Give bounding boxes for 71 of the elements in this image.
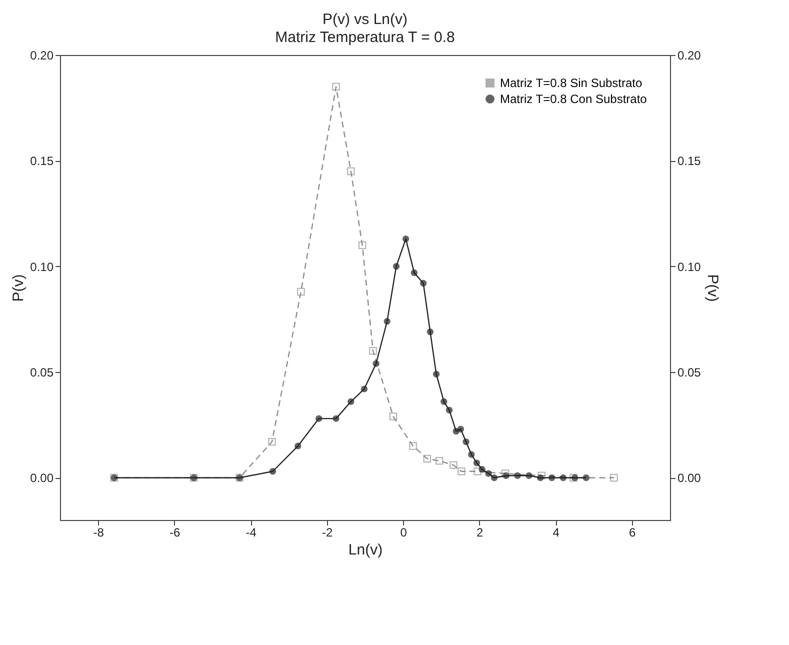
x-tick-label: -4: [246, 526, 257, 540]
point: [473, 460, 480, 466]
point: [316, 415, 322, 422]
point: [420, 280, 427, 287]
point: [485, 470, 492, 477]
point: [435, 456, 444, 465]
point: [457, 426, 464, 432]
y2-tick-label: 0.15: [678, 154, 702, 168]
point: [268, 438, 276, 446]
point: [537, 474, 544, 482]
y-tick-label: 0.15: [30, 154, 54, 168]
y2-tick-label: 0.10: [678, 260, 702, 274]
point: [560, 474, 567, 482]
point: [332, 415, 340, 422]
point: [501, 470, 510, 478]
y-tick-label: 0.20: [30, 48, 54, 62]
point: [526, 472, 532, 479]
point: [372, 360, 380, 367]
y2-tick-label: 0.00: [678, 471, 702, 486]
chart-subtitle: Matriz Temperatura T = 0.8: [275, 29, 455, 46]
y-tick-label: 0.10: [30, 260, 54, 274]
x-tick-label: 6: [629, 526, 636, 540]
point: [360, 386, 368, 392]
point: [474, 468, 482, 476]
y-tick-label: 0.00: [30, 471, 54, 486]
point: [369, 347, 377, 355]
point: [347, 167, 355, 176]
legend-label: Matriz T=0.8 Sin Substrato: [500, 76, 643, 90]
legend-label: Matriz T=0.8 Con Substrato: [500, 92, 648, 106]
point: [409, 442, 417, 450]
y-axis-title: P(v): [10, 274, 28, 302]
x-axis-title: Ln(v): [348, 542, 383, 558]
point: [458, 468, 466, 476]
point: [410, 269, 418, 276]
point: [384, 318, 390, 325]
point: [462, 438, 470, 446]
point: [332, 82, 340, 91]
point: [426, 328, 434, 336]
point: [450, 461, 458, 469]
x-tick-label: -2: [322, 526, 334, 540]
point: [538, 472, 546, 480]
point: [358, 241, 366, 250]
point: [297, 288, 305, 296]
point: [432, 370, 440, 378]
x-tick-label: 0: [400, 526, 408, 540]
point: [294, 442, 302, 450]
chart-title: P(v) vs Ln(v): [322, 11, 408, 28]
point: [348, 398, 354, 405]
point: [502, 472, 510, 479]
point: [468, 451, 475, 458]
point: [269, 468, 276, 475]
point: [582, 474, 590, 482]
y2-axis-title: P(v): [704, 274, 721, 302]
x-tick-label: -6: [170, 526, 181, 540]
point: [548, 474, 556, 482]
x-tick-label: -8: [93, 526, 104, 540]
y-tick-label: 0.05: [30, 366, 54, 380]
point: [446, 406, 453, 414]
point: [440, 398, 448, 405]
point: [490, 474, 498, 482]
x-tick-label: 4: [552, 526, 560, 540]
point: [610, 474, 618, 482]
point: [423, 454, 431, 463]
point: [514, 472, 521, 479]
y2-tick-label: 0.20: [678, 48, 702, 62]
point: [402, 236, 410, 242]
x-tick-label: 2: [476, 526, 484, 540]
y2-tick-label: 0.05: [678, 366, 702, 380]
point: [389, 412, 398, 420]
point: [478, 466, 486, 473]
point: [392, 263, 400, 270]
